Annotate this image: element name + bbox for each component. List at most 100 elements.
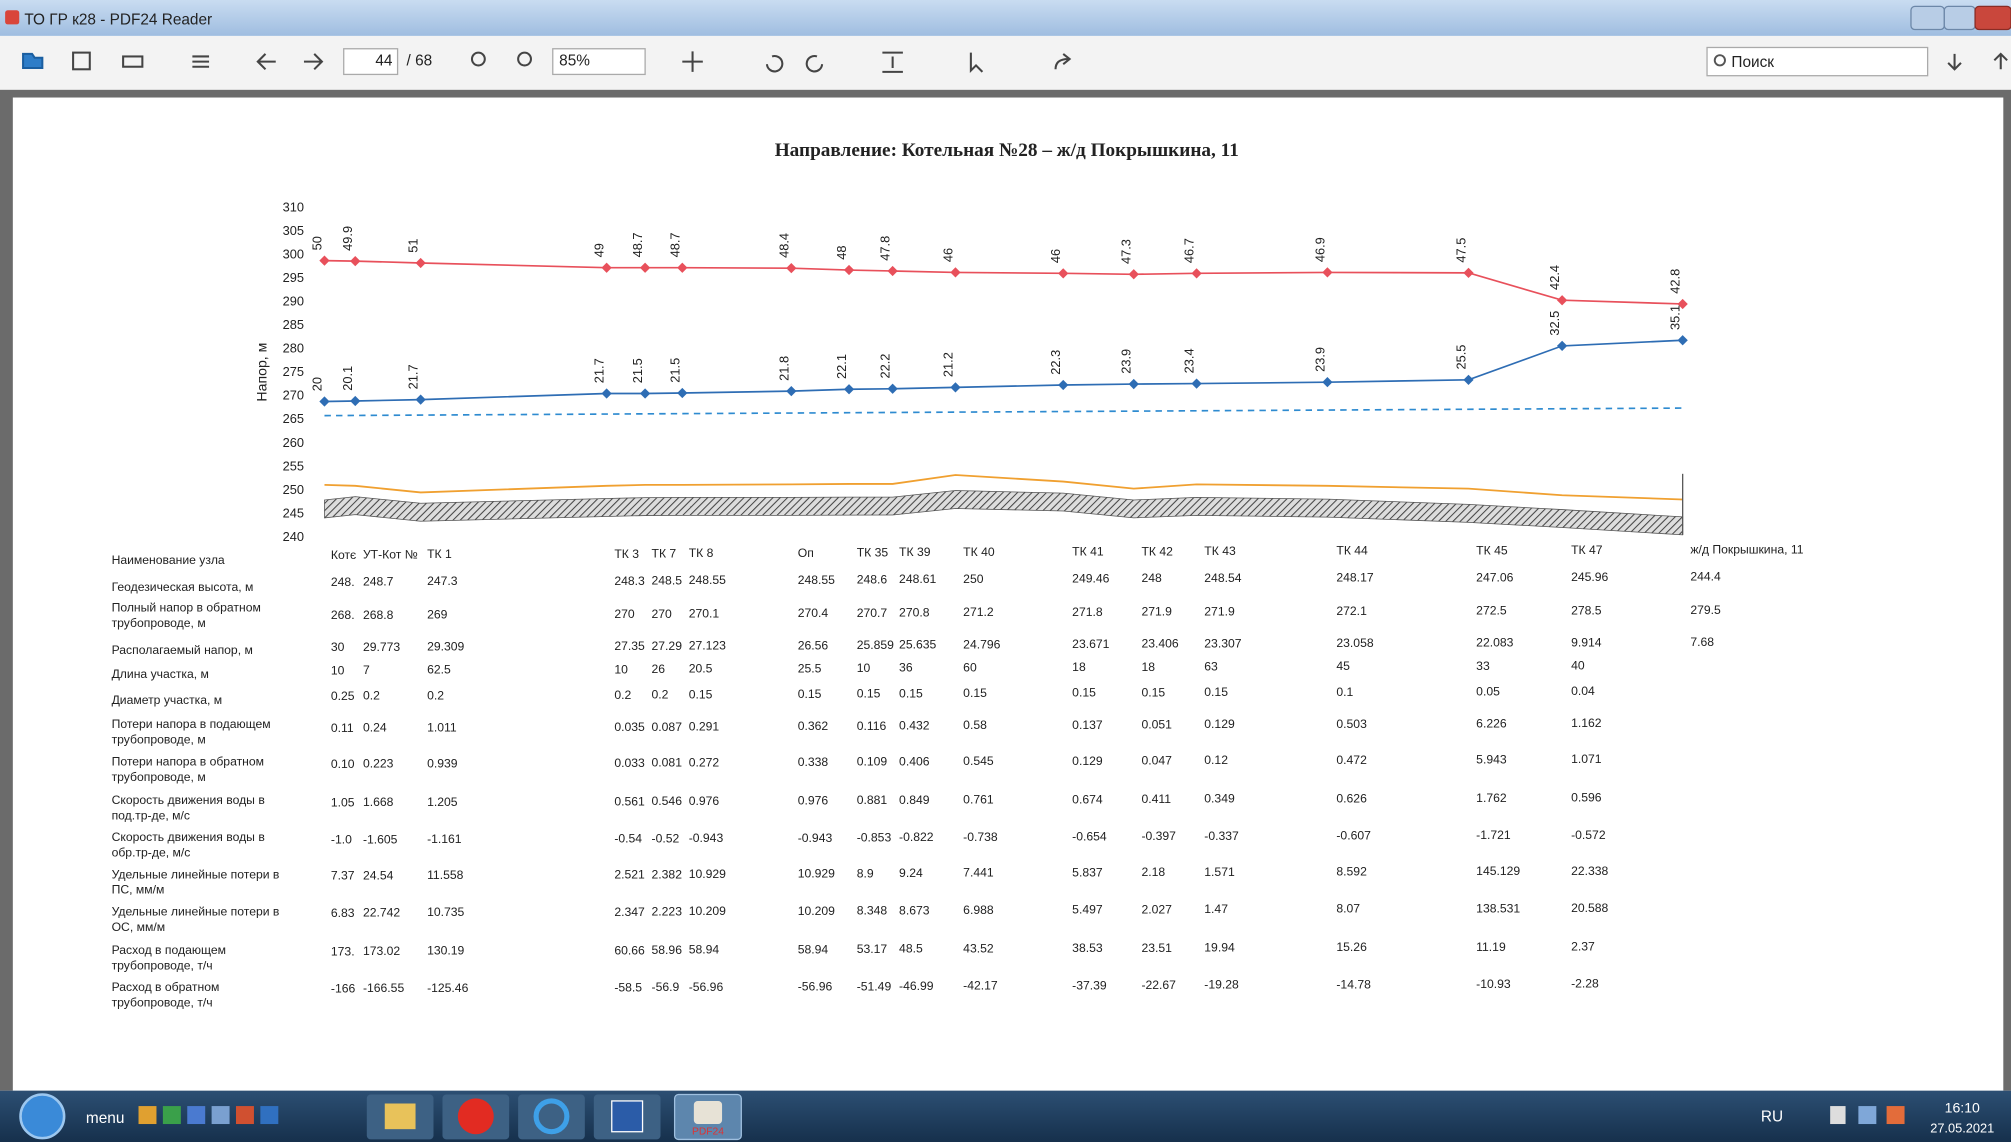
tray-app-1[interactable] bbox=[139, 1106, 157, 1124]
table-cell: 1.162 bbox=[1571, 716, 1602, 730]
point-annotation: 21.7 bbox=[592, 358, 607, 383]
table-cell: 272.5 bbox=[1476, 604, 1507, 618]
table-cell: 270.4 bbox=[798, 606, 829, 620]
table-cell: -56.96 bbox=[798, 980, 833, 994]
table-cell: 138.531 bbox=[1476, 901, 1520, 915]
table-cell: 0.546 bbox=[652, 794, 683, 808]
clock-time[interactable]: 16:10 bbox=[1945, 1099, 1980, 1115]
point-annotation: 47.3 bbox=[1119, 239, 1134, 264]
table-cell: ТК 35 bbox=[857, 546, 889, 560]
table-cell: -0.607 bbox=[1336, 829, 1371, 843]
table-cell: 30 bbox=[331, 640, 345, 654]
point-annotation: 21.8 bbox=[776, 356, 791, 381]
table-cell: -1.0 bbox=[331, 833, 352, 847]
table-cell: 244.4 bbox=[1690, 570, 1721, 584]
table-cell: 173. bbox=[331, 944, 355, 958]
table-cell: 270 bbox=[614, 607, 635, 621]
table-cell: -56.96 bbox=[689, 980, 724, 994]
clock-date[interactable]: 27.05.2021 bbox=[1930, 1121, 1994, 1136]
table-cell: 10.209 bbox=[798, 904, 835, 918]
table-cell: 25.5 bbox=[798, 661, 822, 675]
table-cell: -0.54 bbox=[614, 832, 642, 846]
y-tick-label: 270 bbox=[283, 388, 304, 403]
table-cell: -0.52 bbox=[652, 831, 680, 845]
tray-app-3[interactable] bbox=[187, 1106, 205, 1124]
table-cell: -1.605 bbox=[363, 832, 398, 846]
table-cell: 0.15 bbox=[798, 687, 822, 701]
point-annotation: 21.7 bbox=[406, 364, 421, 389]
table-cell: -42.17 bbox=[963, 979, 998, 993]
table-cell: 0.11 bbox=[331, 721, 354, 735]
point-annotation: 21.5 bbox=[667, 358, 682, 383]
point-annotation: 42.8 bbox=[1668, 269, 1683, 294]
table-cell: ТК 7 bbox=[652, 547, 677, 561]
tray-app-6[interactable] bbox=[260, 1106, 278, 1124]
page-number: 44 bbox=[375, 53, 393, 70]
row-label: трубопроводе, м bbox=[112, 616, 206, 630]
table-cell: 1.05 bbox=[331, 795, 355, 809]
table-cell: 11.558 bbox=[427, 868, 464, 882]
table-cell: 248.3 bbox=[614, 574, 645, 588]
point-annotation: 48.4 bbox=[776, 233, 791, 258]
table-cell: 248 bbox=[1141, 571, 1162, 585]
table-cell: 271.9 bbox=[1204, 604, 1235, 618]
table-cell: 38.53 bbox=[1072, 941, 1103, 955]
table-cell: 0.939 bbox=[427, 756, 458, 770]
tray-app-2[interactable] bbox=[163, 1106, 181, 1124]
explorer-icon bbox=[385, 1104, 416, 1130]
menu-label[interactable]: menu bbox=[86, 1110, 124, 1127]
table-cell: 0.12 bbox=[1204, 753, 1228, 767]
point-annotation: 21.5 bbox=[630, 358, 645, 383]
point-annotation: 32.5 bbox=[1547, 311, 1562, 336]
row-label: трубопроводе, т/ч bbox=[112, 958, 213, 972]
table-cell: 0.116 bbox=[857, 719, 887, 733]
table-cell: 248. bbox=[331, 575, 355, 589]
table-cell: ТК 45 bbox=[1476, 543, 1508, 557]
row-label: Полный напор в обратном bbox=[112, 600, 261, 614]
maximize-button[interactable] bbox=[1944, 6, 1975, 29]
tray-icon-1[interactable] bbox=[1830, 1106, 1845, 1124]
tray-app-5[interactable] bbox=[236, 1106, 254, 1124]
point-annotation: 22.3 bbox=[1048, 350, 1063, 375]
table-cell: 8.348 bbox=[857, 904, 888, 918]
table-cell: 248.6 bbox=[857, 573, 888, 587]
table-cell: 23.058 bbox=[1336, 636, 1373, 650]
row-label: трубопроводе, т/ч bbox=[112, 996, 213, 1010]
table-cell: 25.635 bbox=[899, 638, 936, 652]
point-annotation: 23.9 bbox=[1312, 347, 1327, 372]
table-cell: 0.137 bbox=[1072, 718, 1103, 732]
table-cell: 27.29 bbox=[652, 639, 683, 653]
y-tick-label: 250 bbox=[283, 482, 304, 497]
y-tick-label: 280 bbox=[283, 341, 304, 356]
start-button[interactable] bbox=[21, 1095, 65, 1139]
tray-icon-2[interactable] bbox=[1858, 1106, 1876, 1124]
table-cell: 5.837 bbox=[1072, 865, 1103, 879]
table-cell: 0.503 bbox=[1336, 717, 1367, 731]
table-cell: 11.19 bbox=[1476, 940, 1506, 954]
table-cell: 0.849 bbox=[899, 793, 930, 807]
table-cell: 0.15 bbox=[1141, 685, 1165, 699]
table-cell: 9.24 bbox=[899, 866, 923, 880]
table-cell: 271.9 bbox=[1141, 605, 1172, 619]
table-cell: Котє bbox=[331, 548, 356, 562]
close-button[interactable] bbox=[1975, 6, 2011, 29]
table-cell: 6.226 bbox=[1476, 717, 1507, 731]
table-cell: 0.047 bbox=[1141, 753, 1172, 767]
table-cell: 8.673 bbox=[899, 903, 930, 917]
table-cell: 0.2 bbox=[363, 689, 380, 703]
row-label: Потери напора в подающем bbox=[112, 717, 271, 731]
language-indicator[interactable]: RU bbox=[1761, 1109, 1783, 1126]
table-cell: 0.406 bbox=[899, 754, 930, 768]
tray-app-4[interactable] bbox=[212, 1106, 230, 1124]
table-cell: 250 bbox=[963, 572, 984, 586]
table-cell: 2.347 bbox=[614, 905, 645, 919]
table-cell: 0.15 bbox=[689, 687, 713, 701]
minimize-button[interactable] bbox=[1911, 6, 1944, 29]
table-cell: 26.56 bbox=[798, 638, 829, 652]
table-cell: 0.272 bbox=[689, 755, 720, 769]
table-cell: ТК 44 bbox=[1336, 544, 1368, 558]
table-cell: 15.26 bbox=[1336, 940, 1367, 954]
tray-icon-3[interactable] bbox=[1887, 1106, 1905, 1124]
table-cell: 1.011 bbox=[427, 720, 457, 734]
table-cell: 19.94 bbox=[1204, 940, 1235, 954]
